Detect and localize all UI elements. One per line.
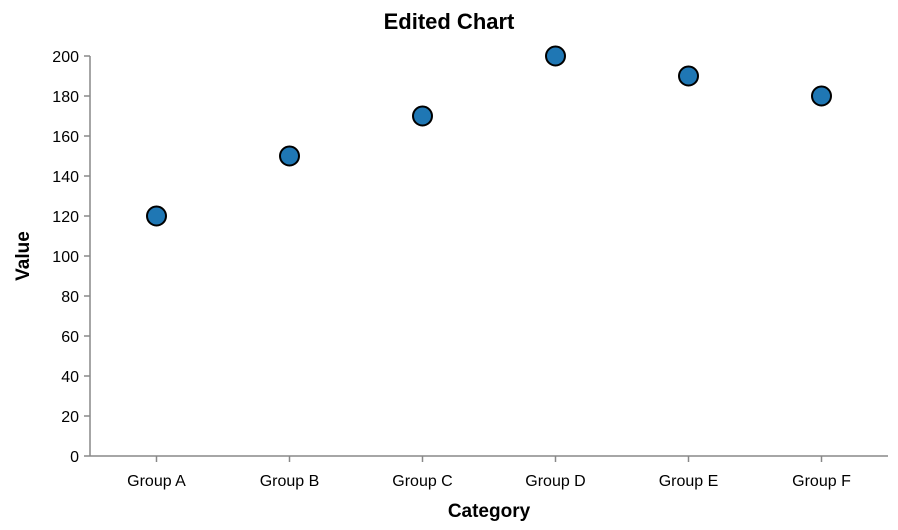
chart-title: Edited Chart bbox=[384, 9, 515, 34]
x-axis-title: Category bbox=[448, 501, 531, 522]
x-tick-label: Group F bbox=[792, 473, 851, 490]
x-tick-label: Group B bbox=[260, 473, 320, 490]
x-axis: Group A Group B Group C Group D Group E Group… bbox=[90, 455, 888, 490]
data-point bbox=[279, 145, 300, 167]
data-point bbox=[146, 205, 167, 227]
y-tick-label: 0 bbox=[70, 449, 79, 466]
x-tick-label: Group E bbox=[659, 473, 719, 490]
y-tick-label: 200 bbox=[52, 49, 79, 66]
y-tick-label: 40 bbox=[61, 369, 79, 386]
data-point bbox=[412, 105, 433, 127]
y-tick-label: 160 bbox=[52, 129, 79, 146]
y-tick-label: 120 bbox=[52, 209, 79, 226]
data-point bbox=[678, 65, 699, 87]
x-tick-label: Group D bbox=[525, 473, 585, 490]
x-tick-label: Group C bbox=[392, 473, 452, 490]
y-axis: 0 20 40 60 80 100 120 140 160 180 200 bbox=[52, 49, 91, 466]
y-tick-label: 180 bbox=[52, 89, 79, 106]
y-tick-label: 20 bbox=[61, 409, 79, 426]
y-tick-label: 140 bbox=[52, 169, 79, 186]
y-tick-label: 80 bbox=[61, 289, 79, 306]
y-axis-title: Value bbox=[13, 231, 34, 281]
data-point bbox=[545, 45, 566, 67]
y-tick-label: 100 bbox=[52, 249, 79, 266]
data-point bbox=[811, 85, 832, 107]
x-tick-label: Group A bbox=[127, 473, 186, 490]
y-tick-label: 60 bbox=[61, 329, 79, 346]
data-points bbox=[146, 45, 832, 227]
